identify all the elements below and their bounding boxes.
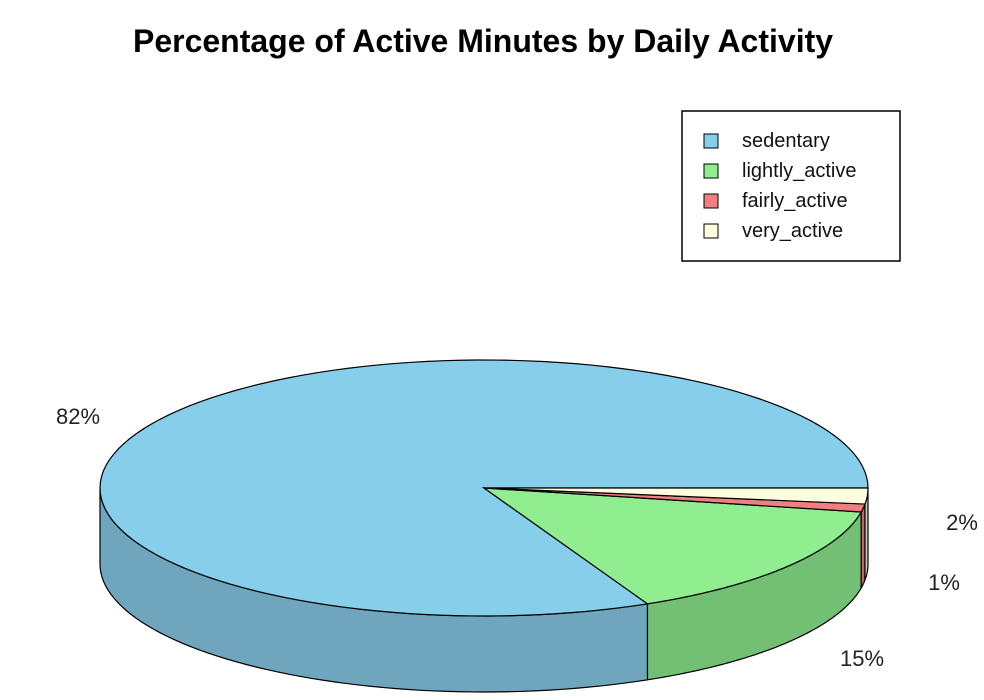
legend-label-lightly_active: lightly_active bbox=[742, 160, 857, 182]
pie-labels: 82% 15% 1% 2% bbox=[56, 404, 978, 671]
legend-swatch-lightly_active bbox=[703, 163, 719, 179]
chart-title: Percentage of Active Minutes by Daily Ac… bbox=[133, 23, 833, 59]
legend-label-sedentary: sedentary bbox=[742, 130, 830, 152]
pie-tops bbox=[99, 359, 869, 617]
pie-slice-lightly_active bbox=[481, 487, 863, 605]
slice-label-sedentary: 82% bbox=[56, 404, 100, 429]
legend-swatch-fairly_active bbox=[703, 193, 719, 209]
legend-swatch-very_active bbox=[703, 223, 719, 239]
legend-label-very_active: very_active bbox=[742, 220, 843, 242]
slice-label-lightly_active: 15% bbox=[840, 646, 884, 671]
slice-label-fairly_active: 1% bbox=[928, 570, 960, 595]
legend-items: sedentary lightly_active fairly_activevery… bbox=[703, 130, 857, 242]
pie-slice-fairly_active bbox=[483, 487, 866, 513]
legend: sedentary lightly_active fairly_activevery… bbox=[681, 110, 901, 262]
pie-slice-very_active bbox=[483, 487, 869, 505]
legend-swatch-sedentary bbox=[703, 133, 719, 149]
legend-label-fairly_active: fairly_active bbox=[742, 190, 848, 212]
slice-label-very_active: 2% bbox=[946, 510, 978, 535]
